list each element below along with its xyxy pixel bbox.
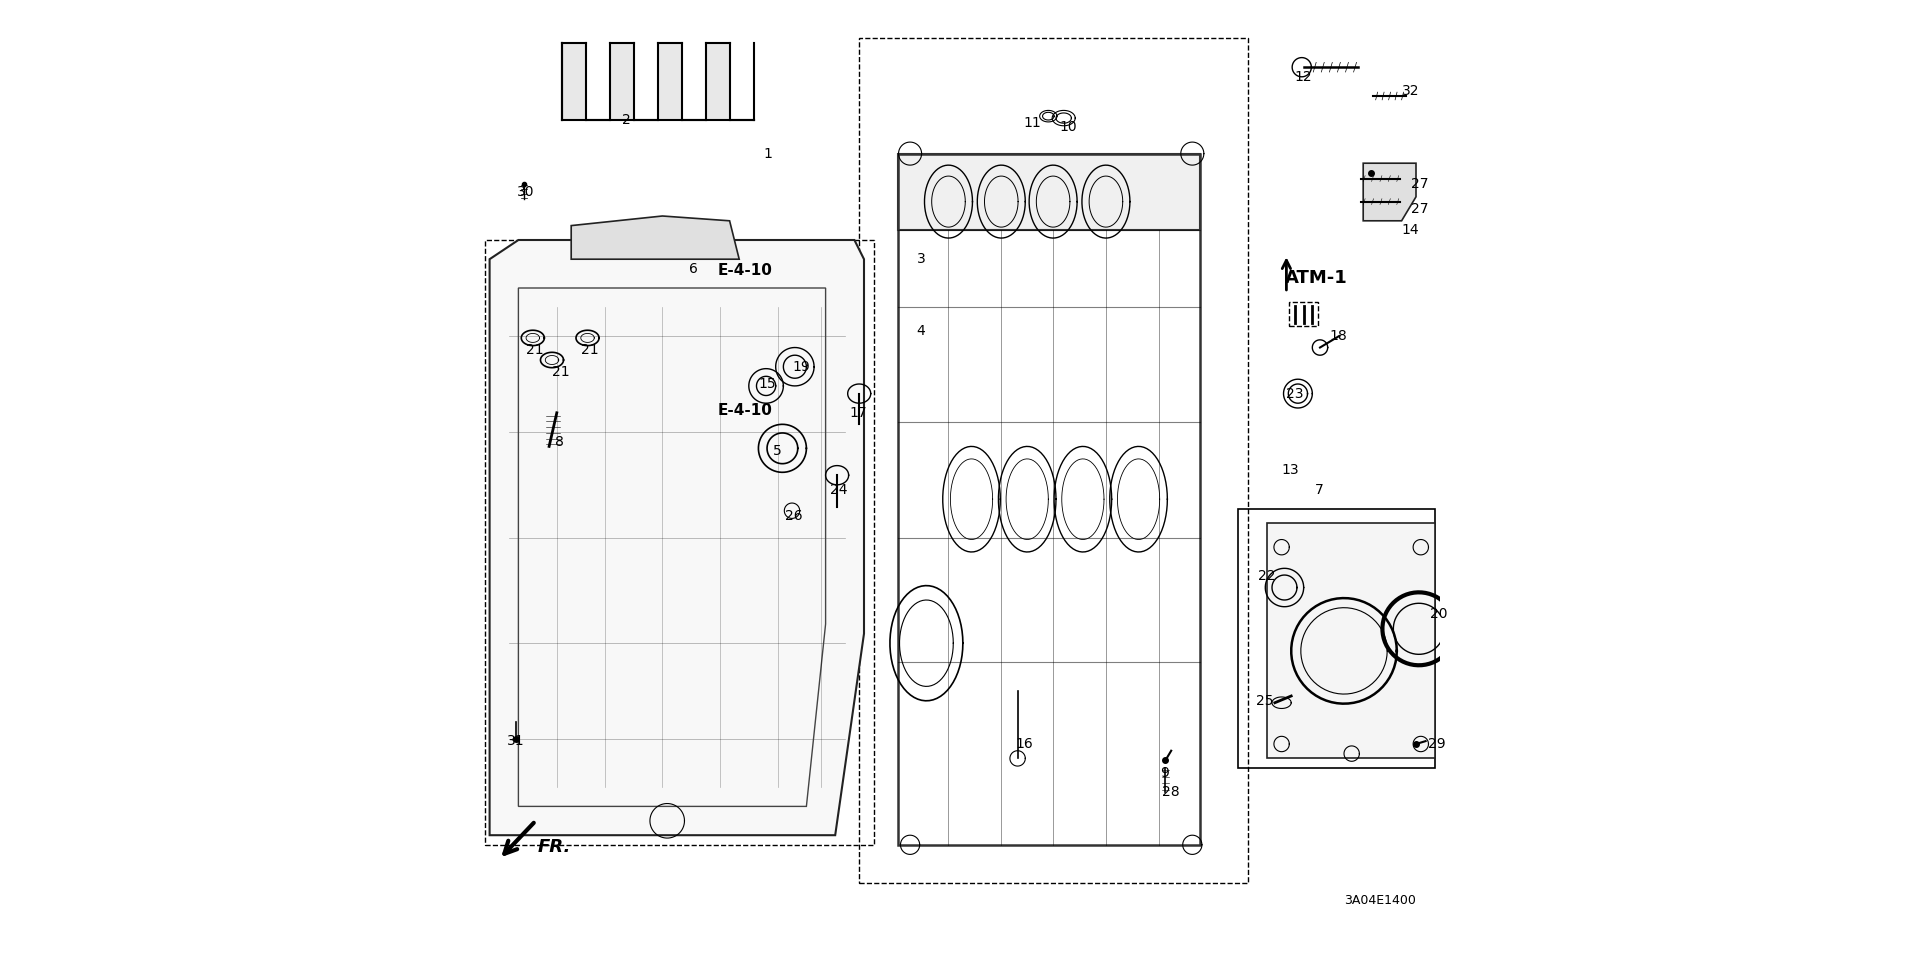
Text: 27: 27 [1411,203,1428,216]
Polygon shape [1363,163,1417,221]
Polygon shape [1267,523,1436,758]
Text: 14: 14 [1402,224,1419,237]
Text: 29: 29 [1428,737,1446,751]
Text: 18: 18 [1329,329,1348,343]
Text: 31: 31 [507,734,524,748]
Polygon shape [572,216,739,259]
Text: 13: 13 [1283,464,1300,477]
Text: 6: 6 [689,262,699,276]
Text: 32: 32 [1402,84,1419,98]
Text: 3: 3 [918,252,925,266]
Text: 15: 15 [758,377,776,391]
Text: 21: 21 [526,344,543,357]
Text: 25: 25 [1256,694,1273,708]
Text: 17: 17 [849,406,868,420]
Text: 19: 19 [791,360,810,373]
Text: 21: 21 [580,344,599,357]
Text: 7: 7 [1315,483,1325,496]
Text: 12: 12 [1294,70,1311,84]
Text: 28: 28 [1162,785,1179,799]
Text: 23: 23 [1286,387,1304,400]
Polygon shape [707,43,730,120]
Text: ATM-1: ATM-1 [1284,270,1348,287]
Text: 9: 9 [1160,766,1169,780]
Text: 26: 26 [785,510,803,523]
Polygon shape [899,154,1200,230]
Text: 21: 21 [553,366,570,379]
Text: 4: 4 [918,324,925,338]
Text: 11: 11 [1023,116,1041,130]
Text: 5: 5 [772,444,781,458]
Text: 27: 27 [1411,178,1428,191]
Text: FR.: FR. [538,838,570,855]
Text: 3A04E1400: 3A04E1400 [1344,894,1417,907]
Text: E-4-10: E-4-10 [718,403,774,419]
Polygon shape [657,43,682,120]
Polygon shape [490,240,864,835]
Text: 10: 10 [1060,120,1077,133]
Text: E-4-10: E-4-10 [718,263,774,278]
Text: 24: 24 [829,483,849,496]
Text: 30: 30 [516,185,534,199]
Text: 16: 16 [1016,737,1033,751]
Text: 8: 8 [555,435,564,448]
Polygon shape [561,43,586,120]
Text: 22: 22 [1258,569,1275,583]
Text: 2: 2 [622,113,632,127]
Polygon shape [611,43,634,120]
Text: 1: 1 [764,147,772,160]
Text: 20: 20 [1430,608,1448,621]
